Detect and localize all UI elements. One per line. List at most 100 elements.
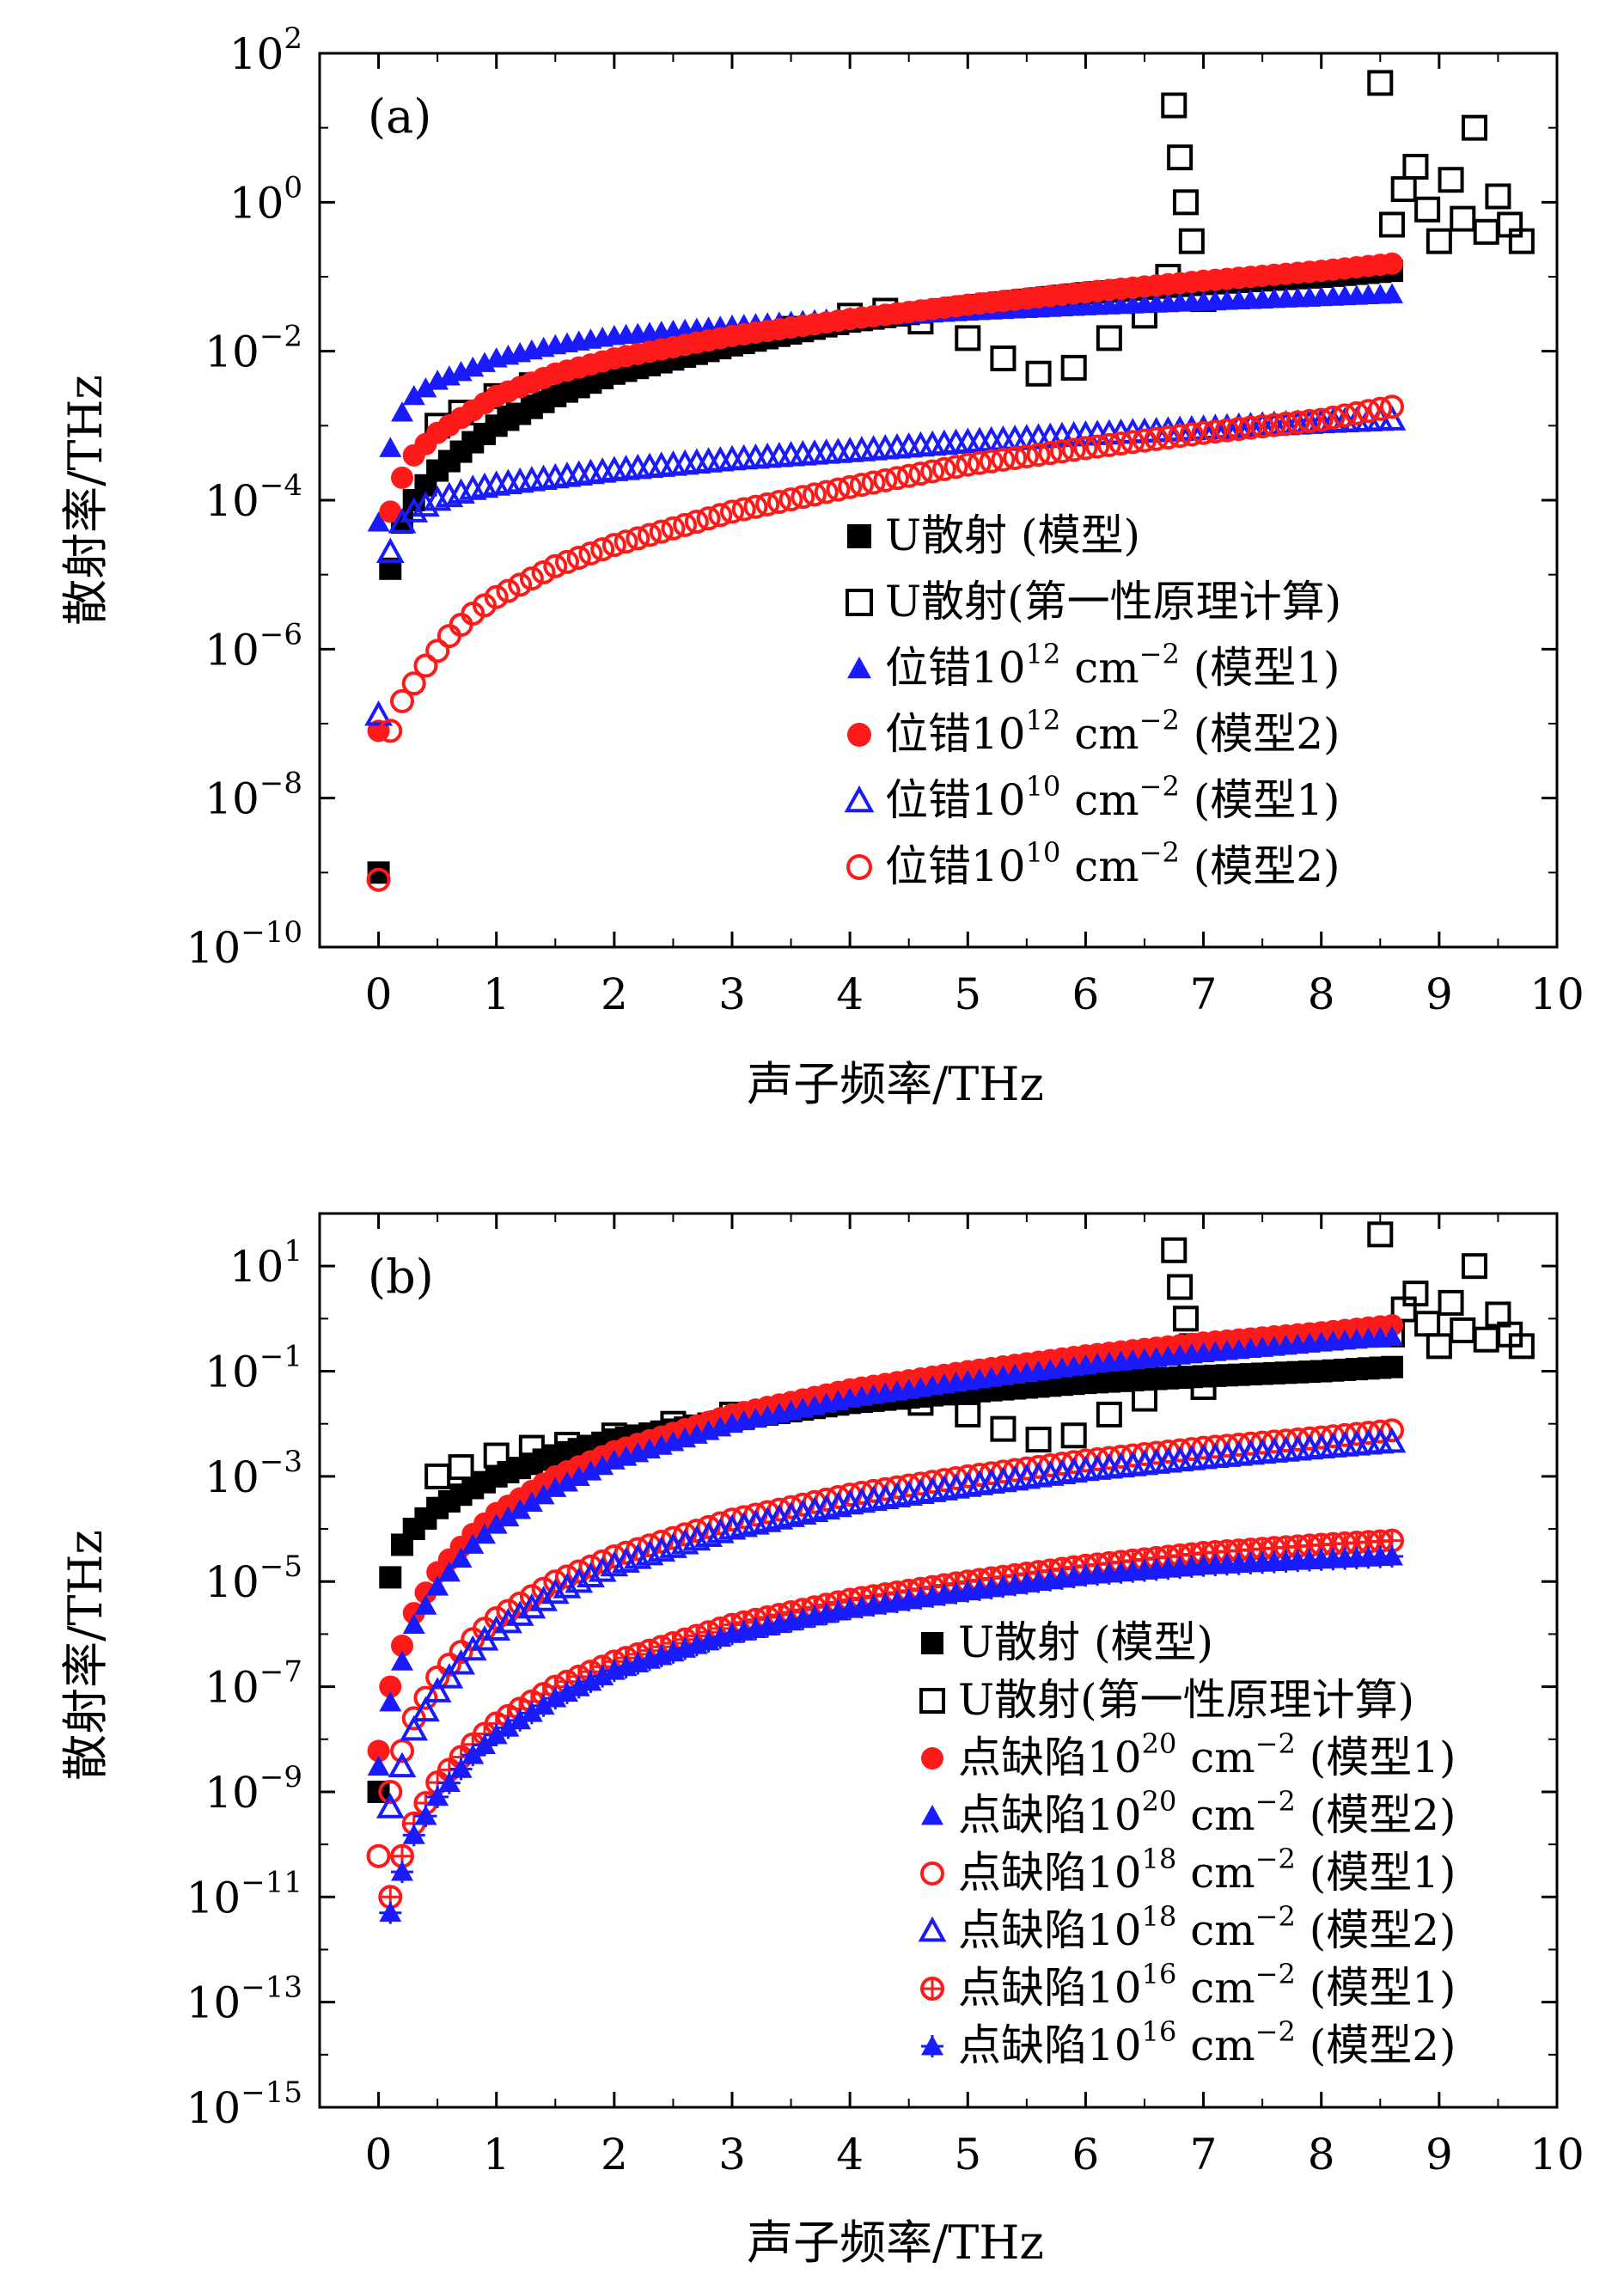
data-point (449, 1757, 473, 1781)
data-point (391, 1861, 413, 1884)
data-point (1508, 1333, 1535, 1360)
data-point (1473, 218, 1499, 245)
data-point (1450, 1317, 1476, 1343)
data-point (1178, 228, 1205, 254)
data-point (1038, 441, 1063, 466)
data-point (990, 1415, 1017, 1442)
data-point (1167, 144, 1194, 171)
y-tick-exponent: −1 (259, 1340, 302, 1374)
data-point (401, 671, 426, 696)
y-tick-exponent: −11 (241, 1865, 302, 1899)
y-tick-label: 10−2 (205, 320, 302, 377)
data-point (1414, 196, 1441, 223)
y-tick-exponent: −7 (259, 1655, 302, 1690)
data-point (400, 497, 429, 523)
data-point (588, 1556, 617, 1582)
y-tick-exponent: −2 (259, 320, 302, 354)
x-tick-label: 7 (1190, 969, 1218, 1019)
x-tick-label: 0 (365, 2130, 393, 2179)
data-point (529, 1586, 558, 1611)
data-point (1344, 400, 1369, 425)
legend-sup: 18 (1142, 1900, 1177, 1933)
data-point (1508, 228, 1535, 254)
data-point (849, 473, 874, 498)
y-tick-label: 100 (229, 170, 302, 228)
legend-main: 点缺陷10 (958, 1790, 1142, 1840)
legend-main: 位错10 (885, 775, 1026, 825)
marker-ring (920, 1977, 944, 2001)
y-tick-exponent: −9 (259, 1760, 302, 1794)
data-point (461, 1744, 485, 1767)
y-tick-base: 10 (205, 1348, 259, 1397)
legend-sup: 20 (1142, 1727, 1177, 1760)
legend-sup2: −2 (1255, 2015, 1296, 2048)
series-2 (367, 1313, 1403, 1763)
legend-sup2: −2 (1139, 704, 1180, 737)
x-tick-label: 6 (1072, 2130, 1100, 2179)
data-point (1108, 431, 1133, 456)
data-point (1014, 444, 1039, 469)
data-point (413, 1685, 438, 1710)
y-axis-label: 散射率/THz (58, 375, 113, 626)
legend-sup: 10 (1026, 770, 1061, 803)
x-tick-label: 8 (1308, 969, 1335, 1019)
data-point (414, 377, 437, 398)
data-point (449, 613, 473, 638)
legend-sup: 20 (1142, 1785, 1177, 1818)
x-tick-label: 8 (1308, 2130, 1335, 2179)
legend-marker (921, 2035, 943, 2057)
data-point (720, 499, 744, 524)
data-point (826, 477, 851, 502)
legend-entry: 点缺陷1018 cm−2 (模型2) (958, 1900, 1456, 1955)
legend-entry: 点缺陷1020 cm−2 (模型1) (958, 1727, 1456, 1782)
y-tick-exponent: −4 (259, 468, 302, 503)
data-point (543, 553, 568, 578)
y-tick-label: 10−11 (186, 1865, 302, 1923)
y-tick-exponent: 1 (284, 1234, 302, 1268)
data-point (943, 455, 968, 480)
data-point (1381, 1545, 1403, 1568)
panel-label: (b) (368, 1250, 434, 1304)
data-point (1061, 437, 1086, 462)
legend-sup: 18 (1142, 1843, 1177, 1875)
data-point (743, 494, 768, 519)
data-point (423, 1677, 452, 1702)
legend-sup: 16 (1142, 1958, 1177, 1990)
data-point (1168, 424, 1193, 449)
legend-main: U散射(第一性原理计算) (885, 577, 1341, 627)
panel-a: 0 1 2 3 4 5 6 7 8 9 1010210010−210−410−610−810−10声… (58, 21, 1584, 1111)
legend-sup: 10 (1026, 836, 1061, 869)
y-tick-base: 10 (205, 625, 259, 675)
panel-label: (a) (368, 89, 431, 144)
data-point (426, 1785, 449, 1808)
data-point (1368, 396, 1393, 421)
data-point (367, 1739, 390, 1763)
data-point (1025, 1427, 1052, 1453)
data-point (1173, 1305, 1199, 1332)
y-tick-base: 10 (205, 1768, 259, 1818)
data-point (979, 449, 1004, 474)
data-point (1191, 420, 1216, 445)
legend-main: 点缺陷10 (958, 1963, 1142, 2013)
x-axis-label: 声子频率/THz (747, 1057, 1044, 1111)
data-point (400, 1715, 429, 1741)
x-tick-label: 4 (836, 969, 864, 1019)
data-point (601, 533, 626, 558)
legend-marker (919, 1688, 945, 1714)
data-point (1203, 419, 1228, 444)
data-point (1096, 432, 1121, 457)
data-point (1003, 445, 1028, 470)
data-point (1026, 443, 1051, 468)
y-tick-exponent: −5 (259, 1550, 302, 1584)
data-point (590, 537, 615, 562)
legend-entry: 点缺陷1018 cm−2 (模型1) (958, 1843, 1456, 1898)
y-tick-exponent: −3 (259, 1445, 302, 1479)
legend-sup2: −2 (1139, 770, 1180, 803)
data-point (968, 450, 992, 475)
y-tick-label: 10−4 (205, 468, 302, 526)
data-point (990, 345, 1017, 372)
data-point (590, 1549, 615, 1574)
data-point (508, 1591, 533, 1616)
y-tick-exponent: −13 (241, 1971, 302, 2005)
